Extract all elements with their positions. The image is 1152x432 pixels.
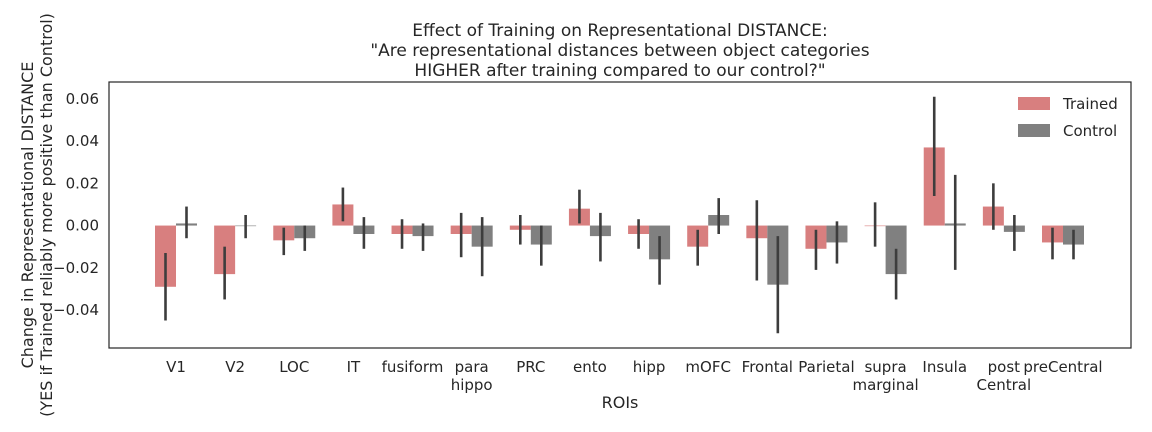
legend-label-control: Control bbox=[1063, 122, 1117, 140]
x-tick-label: mOFC bbox=[685, 358, 731, 376]
y-tick-label: 0.04 bbox=[66, 132, 99, 150]
plot-frame bbox=[108, 81, 1132, 349]
y-axis-label: Change in Representational DISTANCE(YES … bbox=[18, 13, 56, 417]
x-tick-label: Parietal bbox=[798, 358, 854, 376]
x-tick-label: preCentral bbox=[1023, 358, 1102, 376]
x-tick-label: ento bbox=[573, 358, 607, 376]
legend: Trained Control bbox=[1018, 95, 1118, 140]
x-tick-label: PRC bbox=[516, 358, 545, 376]
x-tick-label: Insula bbox=[922, 358, 967, 376]
chart-title-text: Effect of Training on Representational D… bbox=[370, 21, 869, 81]
y-tick-label: 0.06 bbox=[66, 90, 99, 108]
x-tick-label: hipp bbox=[633, 358, 666, 376]
y-tick-label: −0.02 bbox=[53, 259, 99, 277]
y-tick-label: −0.04 bbox=[53, 301, 99, 319]
x-tick-label: fusiform bbox=[382, 358, 444, 376]
y-axis-ticks: −0.04 −0.02 0.00 0.02 0.04 0.06 bbox=[53, 90, 99, 319]
legend-label-trained: Trained bbox=[1062, 95, 1118, 113]
x-tick-label: V1 bbox=[166, 358, 186, 376]
x-axis-label: ROIs bbox=[602, 393, 639, 412]
x-tick-label: post Central bbox=[977, 358, 1032, 394]
y-axis-label-text: Change in Representational DISTANCE(YES … bbox=[18, 13, 56, 417]
plot-area bbox=[108, 81, 1132, 349]
x-tick-label: supra marginal bbox=[852, 358, 918, 394]
y-tick-label: 0.02 bbox=[66, 174, 99, 192]
x-tick-label: LOC bbox=[279, 358, 309, 376]
x-axis-ticks: V1 V2 LOC IT fusiform para hippo PRC ento hipp mOF… bbox=[166, 358, 1103, 394]
legend-swatch-trained bbox=[1018, 97, 1050, 110]
x-tick-label: IT bbox=[347, 358, 361, 376]
x-tick-label: para hippo bbox=[451, 358, 493, 394]
chart-title: Effect of Training on Representational D… bbox=[370, 21, 869, 81]
x-tick-label: V2 bbox=[225, 358, 245, 376]
x-tick-label: Frontal bbox=[742, 358, 793, 376]
y-tick-label: 0.00 bbox=[66, 217, 99, 235]
legend-swatch-control bbox=[1018, 124, 1050, 137]
